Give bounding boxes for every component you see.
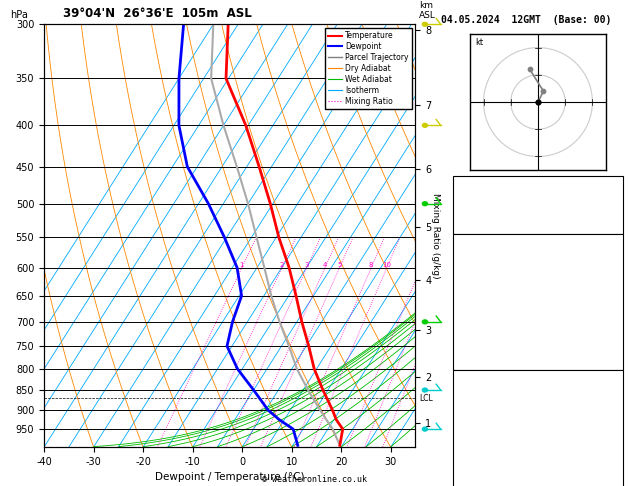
Text: 41: 41: [608, 338, 619, 347]
Text: 47: 47: [608, 202, 619, 210]
Text: 8: 8: [369, 262, 374, 268]
Text: CAPE (J): CAPE (J): [457, 338, 499, 347]
Text: Lifted Index: Lifted Index: [457, 318, 520, 327]
Text: Most Unstable: Most Unstable: [504, 377, 572, 385]
Text: K: K: [457, 182, 462, 191]
Point: [533, 98, 543, 106]
Text: 27: 27: [608, 182, 619, 191]
Text: 316: 316: [603, 416, 619, 424]
Text: 2.19: 2.19: [598, 221, 619, 230]
Text: 995: 995: [603, 396, 619, 405]
Text: 1: 1: [240, 262, 244, 268]
Point: [538, 87, 548, 95]
Text: 19.5: 19.5: [598, 260, 619, 269]
Text: LCL: LCL: [419, 394, 433, 403]
Text: 39°04'N  26°36'E  105m  ASL: 39°04'N 26°36'E 105m ASL: [63, 7, 252, 20]
Text: 316: 316: [603, 299, 619, 308]
Text: CIN (J): CIN (J): [457, 474, 494, 483]
Text: θₑ(K): θₑ(K): [457, 299, 483, 308]
Text: kt: kt: [476, 38, 484, 47]
Text: 11: 11: [608, 279, 619, 288]
Text: 2: 2: [614, 357, 619, 366]
Text: © weatheronline.co.uk: © weatheronline.co.uk: [262, 474, 367, 484]
Text: 1: 1: [614, 435, 619, 444]
Text: 2: 2: [280, 262, 284, 268]
Text: CIN (J): CIN (J): [457, 357, 494, 366]
Text: 1: 1: [614, 318, 619, 327]
Text: PW (cm): PW (cm): [457, 221, 494, 230]
Text: θₑ (K): θₑ (K): [457, 416, 489, 424]
Text: CAPE (J): CAPE (J): [457, 454, 499, 463]
Text: km
ASL: km ASL: [419, 0, 436, 20]
Legend: Temperature, Dewpoint, Parcel Trajectory, Dry Adiabat, Wet Adiabat, Isotherm, Mi: Temperature, Dewpoint, Parcel Trajectory…: [325, 28, 411, 109]
Point: [525, 66, 535, 73]
Y-axis label: Mixing Ratio (g/kg): Mixing Ratio (g/kg): [431, 193, 440, 278]
Text: 41: 41: [608, 454, 619, 463]
Text: 10: 10: [382, 262, 391, 268]
Text: Surface: Surface: [520, 241, 556, 249]
Text: Temp (°C): Temp (°C): [457, 260, 504, 269]
Text: 5: 5: [337, 262, 342, 268]
Text: 04.05.2024  12GMT  (Base: 00): 04.05.2024 12GMT (Base: 00): [441, 15, 611, 25]
Text: 3: 3: [304, 262, 309, 268]
Text: 4: 4: [323, 262, 327, 268]
X-axis label: Dewpoint / Temperature (°C): Dewpoint / Temperature (°C): [155, 472, 304, 483]
Text: Dewp (°C): Dewp (°C): [457, 279, 504, 288]
Text: Pressure (mb): Pressure (mb): [457, 396, 525, 405]
Text: hPa: hPa: [11, 10, 28, 20]
Text: Lifted Index: Lifted Index: [457, 435, 520, 444]
Text: Totals Totals: Totals Totals: [457, 202, 525, 210]
Text: 2: 2: [614, 474, 619, 483]
